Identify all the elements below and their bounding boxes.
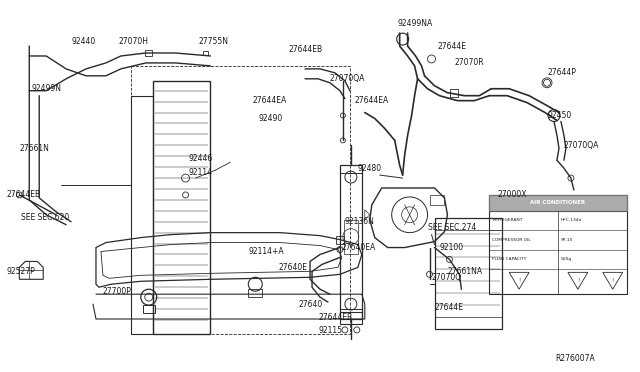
Text: 92114: 92114: [189, 168, 212, 177]
Text: 27755N: 27755N: [198, 36, 228, 46]
Text: R276007A: R276007A: [555, 354, 595, 363]
Text: 27661N: 27661N: [19, 144, 49, 153]
Text: 92490: 92490: [259, 114, 282, 123]
Text: 27070QA: 27070QA: [564, 141, 599, 150]
Text: 27070Q: 27070Q: [431, 273, 461, 282]
Text: 27000X: 27000X: [497, 190, 527, 199]
Text: 27644EB: 27644EB: [288, 45, 323, 54]
Text: SP-10: SP-10: [561, 238, 573, 241]
Text: 92114+A: 92114+A: [248, 247, 284, 256]
Text: 27644EB: 27644EB: [318, 312, 352, 321]
Text: 92446: 92446: [189, 154, 213, 163]
Text: AIR CONDITIONER: AIR CONDITIONER: [531, 201, 586, 205]
Polygon shape: [489, 195, 627, 211]
Text: 27661NA: 27661NA: [447, 267, 483, 276]
Text: REFRIGERANT: REFRIGERANT: [492, 218, 523, 222]
Text: 92527P: 92527P: [6, 267, 35, 276]
Text: !: !: [577, 278, 579, 283]
Text: 27644EA: 27644EA: [355, 96, 389, 105]
Text: !: !: [518, 278, 520, 283]
Text: SEE SEC.620: SEE SEC.620: [21, 213, 70, 222]
Text: 27640EA: 27640EA: [342, 243, 376, 252]
Text: 27640E: 27640E: [278, 263, 307, 272]
Text: 92115: 92115: [318, 326, 342, 336]
Text: 27644EA: 27644EA: [252, 96, 287, 105]
Text: 92450: 92450: [547, 111, 572, 120]
Text: 27644E: 27644E: [438, 42, 467, 51]
Text: COMPRESSOR OIL: COMPRESSOR OIL: [492, 238, 531, 241]
Text: 92499N: 92499N: [31, 84, 61, 93]
Text: 92440: 92440: [71, 36, 95, 46]
Text: FLUID CAPACITY: FLUID CAPACITY: [492, 257, 527, 262]
Text: 92136N: 92136N: [345, 217, 375, 226]
Text: 92499NA: 92499NA: [397, 19, 433, 28]
Text: 520g: 520g: [561, 257, 572, 262]
Text: 92100: 92100: [440, 243, 463, 252]
Text: 27070R: 27070R: [454, 58, 484, 67]
Text: 27644E: 27644E: [435, 302, 463, 312]
Text: 27070H: 27070H: [119, 36, 149, 46]
Text: HFC-134a: HFC-134a: [561, 218, 582, 222]
Text: 27640: 27640: [298, 299, 323, 309]
Text: !: !: [612, 278, 614, 283]
Text: 27070QA: 27070QA: [330, 74, 365, 83]
Text: 27644P: 27644P: [547, 68, 576, 77]
Text: 27644EB: 27644EB: [6, 190, 40, 199]
Text: 27700P: 27700P: [103, 287, 132, 296]
Text: 92480: 92480: [358, 164, 382, 173]
Text: SEE SEC.274: SEE SEC.274: [428, 223, 476, 232]
